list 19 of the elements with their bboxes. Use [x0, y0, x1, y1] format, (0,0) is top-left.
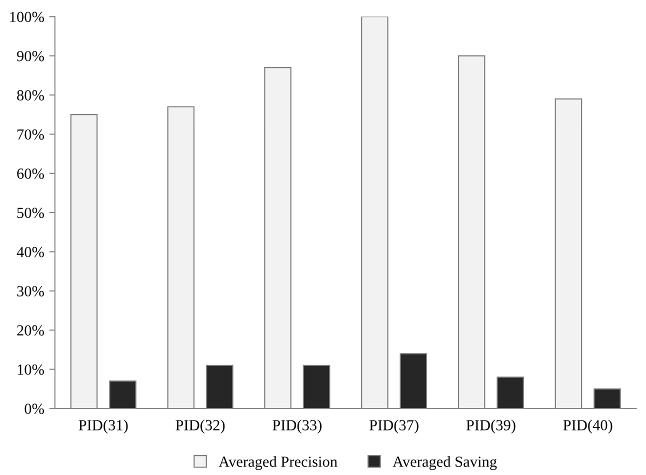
y-tick-label: 50% — [17, 208, 44, 218]
legend-label: Averaged Saving — [392, 456, 497, 470]
x-tick-label: PID(31) — [78, 420, 128, 434]
x-tick-label: PID(32) — [176, 420, 225, 434]
legend-label: Averaged Precision — [218, 456, 338, 470]
x-tick-label: PID(37) — [369, 420, 418, 434]
x-tick-label: PID(39) — [466, 420, 516, 434]
x-tick-label: PID(33) — [272, 420, 322, 434]
y-tick-label: 10% — [18, 364, 44, 375]
y-tick-label: 90% — [16, 50, 44, 62]
y-tick-label: 20% — [17, 325, 44, 336]
y-tick-label: 100% — [10, 12, 44, 22]
y-tick-label: 0% — [24, 404, 44, 414]
x-tick-label: PID(40) — [563, 420, 612, 434]
y-tick-label: 60% — [17, 168, 44, 179]
y-tick-label: 70% — [17, 129, 44, 140]
y-tick-label: 40% — [16, 246, 44, 258]
y-tick-label: 80% — [17, 90, 44, 100]
y-tick-label: 30% — [17, 286, 44, 296]
